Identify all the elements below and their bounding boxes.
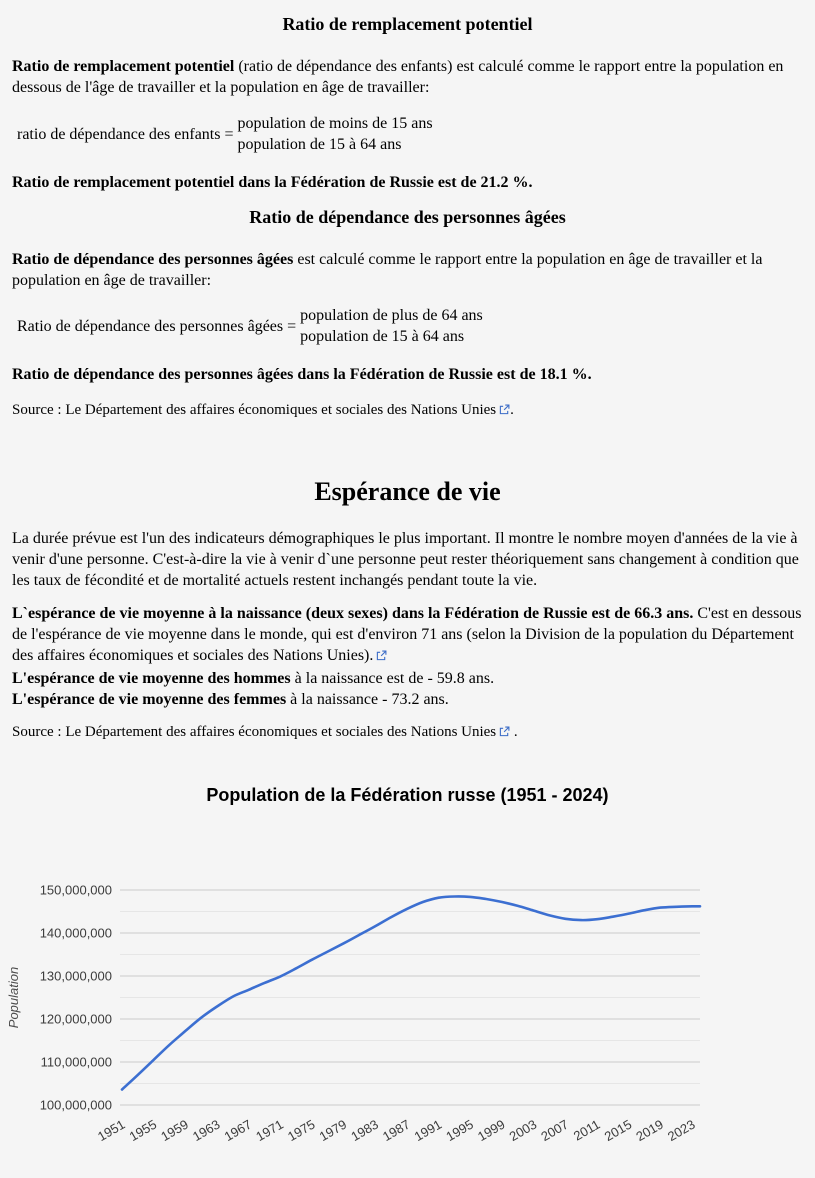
- x-tick-label: 1963: [190, 1117, 223, 1144]
- y-axis-title: Population: [6, 967, 21, 1028]
- x-tick-label: 1999: [475, 1117, 508, 1144]
- replacement-ratio-description: Ratio de remplacement potentiel (ratio d…: [12, 58, 784, 96]
- replacement-ratio-result: Ratio de remplacement potentiel dans la …: [12, 174, 533, 191]
- life-expectancy-women-label: L'espérance de vie moyenne des femmes: [12, 691, 287, 708]
- x-tick-label: 1971: [253, 1117, 286, 1144]
- x-tick-label: 2019: [633, 1117, 666, 1144]
- x-tick-label: 1959: [158, 1117, 191, 1144]
- source-line-life: Source : Le Département des affaires éco…: [12, 724, 518, 740]
- x-tick-label: 1951: [95, 1117, 128, 1144]
- x-tick-label: 2023: [665, 1117, 698, 1144]
- population-chart: 100,000,000 110,000,000 120,000,000 130,000…: [6, 883, 702, 1144]
- replacement-ratio-term: Ratio de remplacement potentiel: [12, 58, 235, 75]
- x-tick-label: 2011: [571, 1117, 603, 1144]
- elderly-ratio-title: Ratio de dépendance des personnes âgées: [249, 207, 566, 227]
- elderly-ratio-result: Ratio de dépendance des personnes âgées …: [12, 366, 592, 383]
- x-tick-label: 2007: [538, 1117, 571, 1144]
- life-expectancy-title: Espérance de vie: [314, 477, 501, 506]
- formula-fraction: population de moins de 15 ans population…: [237, 113, 432, 155]
- y-tick-label: 130,000,000: [40, 969, 112, 984]
- replacement-ratio-title: Ratio de remplacement potentiel: [282, 14, 533, 34]
- x-tick-label: 1983: [348, 1117, 381, 1144]
- y-tick-label: 150,000,000: [40, 883, 112, 898]
- x-tick-label: 1979: [317, 1117, 350, 1144]
- external-link-icon[interactable]: [499, 726, 510, 737]
- life-expectancy-average: L`espérance de vie moyenne à la naissanc…: [12, 605, 802, 664]
- elderly-ratio-term: Ratio de dépendance des personnes âgées: [12, 251, 294, 268]
- population-chart-section: Population de la Fédération russe (1951 …: [0, 785, 815, 1166]
- elderly-ratio-description: Ratio de dépendance des personnes âgées …: [12, 251, 763, 289]
- life-expectancy-description: La durée prévue est l'un des indicateurs…: [12, 530, 799, 589]
- y-tick-label: 110,000,000: [41, 1055, 112, 1070]
- x-tick-label: 1975: [285, 1117, 318, 1144]
- x-tick-label: 1987: [380, 1117, 413, 1144]
- y-tick-label: 120,000,000: [40, 1012, 112, 1027]
- chart-title: Population de la Fédération russe (1951 …: [206, 785, 609, 805]
- formula-left-side: Ratio de dépendance des personnes âgées …: [17, 317, 297, 335]
- main-content: Ratio de remplacement potentiel Ratio de…: [0, 14, 815, 743]
- source-line-dependency: Source : Le Département des affaires éco…: [12, 402, 514, 418]
- external-link-icon[interactable]: [499, 404, 510, 415]
- x-tick-label: 1995: [443, 1117, 476, 1144]
- x-tick-label: 1967: [222, 1117, 255, 1144]
- x-tick-label: 2015: [602, 1117, 635, 1144]
- replacement-ratio-formula: ratio de dépendance des enfants = popula…: [12, 113, 803, 155]
- population-series-line: [120, 895, 702, 1091]
- life-expectancy-by-sex: L'espérance de vie moyenne des hommes à …: [12, 670, 495, 708]
- formula-numerator: population de moins de 15 ans: [237, 115, 433, 132]
- population-chart-canvas: 100,000,000 110,000,000 120,000,000 130,000…: [0, 862, 815, 1166]
- x-tick-label: 1991: [412, 1117, 445, 1144]
- elderly-ratio-formula: Ratio de dépendance des personnes âgées …: [12, 305, 803, 347]
- formula-denominator: population de 15 à 64 ans: [237, 136, 402, 153]
- y-tick-label: 140,000,000: [40, 926, 112, 941]
- x-tick-label: 1955: [127, 1117, 160, 1144]
- life-expectancy-both-sexes: L`espérance de vie moyenne à la naissanc…: [12, 605, 694, 622]
- y-tick-label: 100,000,000: [40, 1098, 112, 1113]
- formula-numerator: population de plus de 64 ans: [300, 307, 483, 324]
- life-expectancy-men-label: L'espérance de vie moyenne des hommes: [12, 670, 291, 687]
- formula-left-side: ratio de dépendance des enfants =: [17, 125, 234, 143]
- formula-denominator: population de 15 à 64 ans: [300, 328, 465, 345]
- external-link-icon[interactable]: [376, 650, 387, 661]
- formula-fraction: population de plus de 64 ans population …: [300, 305, 483, 347]
- x-tick-label: 2003: [507, 1117, 540, 1144]
